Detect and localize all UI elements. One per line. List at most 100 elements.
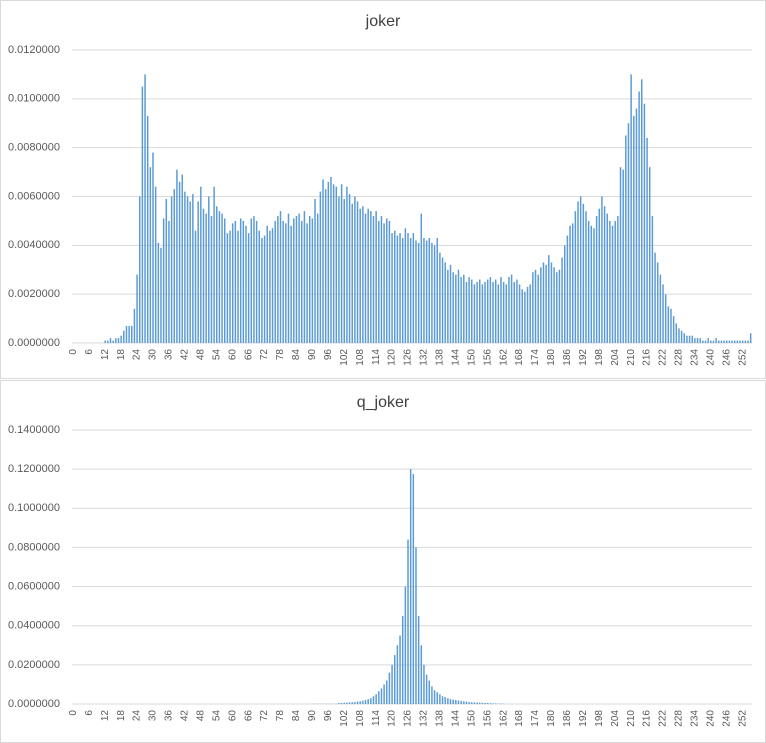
y-tick-label: 0.0000000 [8, 337, 60, 349]
x-tick-label: 78 [275, 710, 286, 722]
x-tick-label: 138 [435, 710, 446, 727]
bar [654, 252, 656, 343]
x-tick-label: 168 [514, 349, 525, 366]
x-tick-label: 42 [180, 710, 191, 722]
x-tick-label: 108 [355, 349, 366, 366]
bar [266, 225, 268, 343]
bar [641, 79, 643, 344]
bar [563, 245, 566, 343]
bar [675, 323, 678, 343]
x-tick-label: 30 [148, 710, 159, 722]
x-tick-label: 240 [705, 710, 716, 727]
bar [141, 86, 144, 343]
bar [279, 211, 282, 343]
x-tick-label: 126 [403, 710, 414, 727]
bar [399, 635, 401, 704]
x-tick-label: 252 [737, 349, 748, 366]
bar [664, 294, 667, 343]
bar [537, 274, 539, 343]
x-tick-label: 66 [243, 710, 254, 722]
x-tick-label: 96 [323, 710, 334, 722]
bar [332, 184, 335, 343]
x-tick-label: 102 [339, 349, 350, 366]
x-tick-label: 30 [148, 349, 159, 361]
bar [287, 213, 290, 343]
x-tick-label: 114 [371, 349, 382, 365]
bar [237, 230, 239, 343]
bar [399, 233, 401, 343]
bar [715, 338, 717, 343]
y-tick-label: 0.0060000 [8, 190, 60, 202]
bar [367, 699, 369, 704]
bar [460, 700, 462, 704]
bar [670, 308, 672, 343]
bar [617, 216, 619, 343]
bar [582, 203, 585, 343]
bar [277, 216, 279, 343]
bar [449, 264, 452, 343]
bar [710, 340, 712, 343]
bar [463, 701, 465, 704]
bar [340, 703, 343, 704]
bar [532, 272, 534, 343]
bar [508, 277, 510, 343]
bar [213, 186, 215, 343]
bar [210, 216, 213, 343]
bar [518, 284, 521, 343]
x-tick-label: 18 [116, 710, 127, 722]
bar [569, 225, 571, 343]
x-tick-label: 198 [594, 710, 605, 727]
bar [391, 664, 393, 704]
x-tick-label: 42 [180, 349, 191, 361]
bar [473, 702, 476, 704]
bar [226, 233, 229, 343]
x-tick-label: 228 [674, 349, 685, 366]
x-tick-label: 60 [227, 349, 238, 361]
x-tick-label: 234 [690, 349, 701, 366]
bar [404, 228, 407, 343]
bar [476, 281, 478, 343]
x-tick-label: 24 [132, 349, 143, 361]
bar [197, 201, 199, 343]
bar [409, 238, 412, 343]
bar [123, 330, 125, 343]
bar [314, 198, 316, 343]
bar [733, 340, 736, 343]
bar [545, 264, 547, 343]
bar [386, 680, 388, 704]
bar [338, 196, 340, 343]
bar [189, 201, 191, 343]
bar [247, 233, 250, 343]
bar [216, 206, 218, 343]
x-tick-label: 180 [546, 710, 557, 727]
x-tick-label: 132 [419, 349, 430, 366]
bar [115, 338, 117, 343]
x-tick-label: 138 [435, 349, 446, 366]
bar [489, 703, 492, 704]
bar [425, 240, 428, 343]
bar [348, 194, 351, 343]
bar [593, 228, 595, 343]
chart-title: joker [365, 13, 401, 30]
bar [521, 289, 523, 343]
bar [375, 694, 377, 704]
x-tick-label: 90 [307, 349, 318, 361]
bar [627, 123, 630, 343]
bar [614, 220, 616, 343]
bar [662, 284, 664, 343]
bar [680, 330, 683, 343]
x-tick-label: 72 [259, 349, 270, 361]
bar [741, 340, 744, 343]
y-tick-label: 0.0600000 [8, 580, 60, 592]
bar [415, 547, 417, 704]
bar [433, 245, 436, 343]
bar [683, 333, 686, 343]
bar [242, 220, 245, 343]
bar [694, 338, 696, 343]
bar [380, 688, 383, 704]
bar [176, 169, 178, 343]
bar [441, 257, 444, 343]
bar [165, 198, 168, 343]
bar [290, 225, 292, 343]
